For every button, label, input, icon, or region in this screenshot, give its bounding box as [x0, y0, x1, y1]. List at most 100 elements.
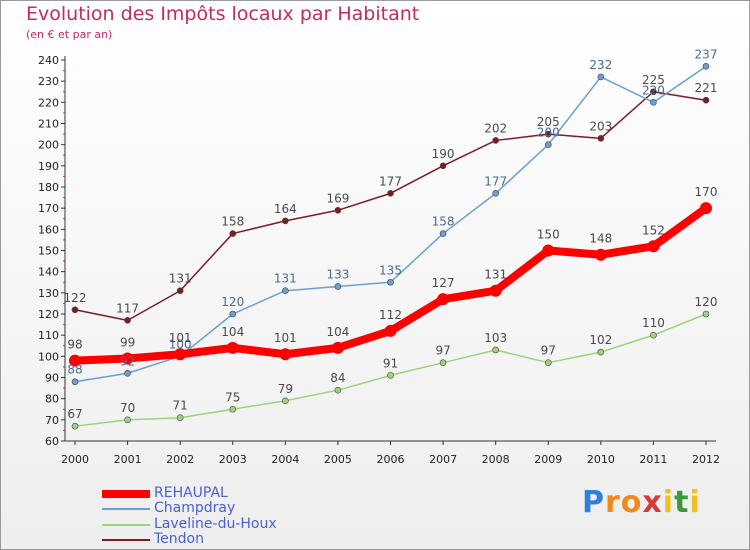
data-point-champdray — [387, 278, 394, 286]
x-tick-label: 2000 — [61, 453, 89, 466]
data-label-laveline-du-houx: 71 — [173, 399, 188, 413]
x-tick-label: 2006 — [377, 453, 405, 466]
data-point-laveline-du-houx — [650, 331, 657, 339]
data-label-laveline-du-houx: 102 — [589, 333, 612, 347]
data-label-champdray: 200 — [537, 126, 560, 140]
data-point-tendon — [387, 190, 394, 197]
legend-swatch-tendon — [102, 539, 150, 541]
data-label-laveline-du-houx: 84 — [330, 371, 345, 385]
data-point-champdray — [597, 73, 605, 81]
brand-letter: t — [674, 485, 690, 520]
data-label-rehaupal: 98 — [67, 338, 82, 352]
data-point-laveline-du-houx — [229, 405, 237, 413]
data-point-tendon — [650, 88, 657, 96]
data-point-tendon — [229, 230, 237, 237]
data-label-rehaupal: 170 — [695, 185, 718, 199]
data-label-laveline-du-houx: 97 — [541, 344, 556, 358]
data-label-tendon: 190 — [432, 147, 455, 161]
data-label-rehaupal: 131 — [484, 268, 507, 282]
y-tick-label: 230 — [38, 75, 59, 88]
brand-letter: x — [642, 485, 663, 520]
x-tick-label: 2002 — [166, 453, 194, 466]
data-label-rehaupal: 101 — [274, 331, 297, 345]
data-label-tendon: 131 — [169, 272, 192, 286]
legend-item-laveline-du-houx: Laveline-du-Houx — [102, 516, 362, 533]
data-label-tendon: 158 — [221, 215, 244, 229]
data-point-tendon — [334, 206, 342, 214]
y-tick-label: 60 — [45, 435, 59, 448]
data-label-rehaupal: 127 — [432, 276, 455, 290]
data-point-rehaupal — [331, 341, 344, 354]
y-tick-label: 170 — [38, 202, 59, 215]
data-point-laveline-du-houx — [334, 386, 342, 394]
data-label-laveline-du-houx: 91 — [383, 356, 398, 370]
y-tick-label: 200 — [38, 139, 59, 152]
brand-letter: o — [620, 485, 643, 520]
data-label-tendon: 203 — [589, 119, 612, 133]
y-tick-label: 70 — [45, 414, 59, 427]
data-point-rehaupal — [542, 244, 555, 257]
data-label-tendon: 117 — [116, 301, 139, 315]
brand-letter: i — [689, 485, 701, 520]
data-label-tendon: 122 — [64, 291, 87, 305]
data-point-champdray — [439, 230, 447, 237]
x-tick-label: 2010 — [587, 453, 615, 466]
x-tick-label: 2011 — [639, 453, 667, 466]
data-label-tendon: 164 — [274, 202, 297, 216]
data-point-tendon — [176, 287, 184, 295]
data-label-rehaupal: 101 — [169, 331, 192, 345]
brand-letter: r — [605, 485, 621, 520]
data-point-laveline-du-houx — [492, 346, 499, 354]
data-point-laveline-du-houx — [71, 422, 79, 430]
y-tick-label: 180 — [38, 181, 59, 194]
data-point-laveline-du-houx — [544, 359, 552, 366]
legend-item-tendon: Tendon — [102, 531, 362, 548]
data-label-champdray: 177 — [484, 174, 507, 188]
y-tick-label: 110 — [38, 329, 59, 342]
data-point-rehaupal — [700, 202, 712, 215]
y-tick-label: 100 — [38, 350, 59, 363]
data-label-laveline-du-houx: 70 — [120, 401, 135, 415]
data-point-champdray — [702, 63, 710, 70]
y-tick-label: 210 — [38, 118, 59, 131]
data-label-rehaupal: 104 — [326, 325, 349, 339]
x-tick-label: 2001 — [114, 453, 142, 466]
data-label-rehaupal: 148 — [589, 232, 612, 246]
legend-label-champdray: Champdray — [154, 500, 236, 516]
y-tick-label: 130 — [38, 287, 59, 300]
data-point-rehaupal — [647, 240, 660, 253]
data-point-laveline-du-houx — [439, 359, 447, 366]
legend-swatch-laveline-du-houx — [102, 524, 150, 526]
y-tick-label: 120 — [38, 308, 59, 321]
data-label-champdray: 135 — [379, 263, 402, 277]
x-tick-label: 2004 — [271, 453, 299, 466]
legend-label-laveline-du-houx: Laveline-du-Houx — [154, 516, 277, 532]
data-point-rehaupal — [437, 293, 450, 306]
y-tick-label: 190 — [38, 160, 59, 173]
data-point-laveline-du-houx — [282, 397, 289, 405]
data-label-champdray: 100 — [169, 337, 192, 351]
data-label-champdray: 133 — [326, 267, 349, 281]
data-label-champdray: 237 — [695, 47, 718, 61]
chart-subtitle: (en € et par an) — [26, 28, 113, 41]
data-label-rehaupal: 152 — [642, 223, 665, 237]
proxiti-logo: Proxiti — [582, 485, 701, 520]
data-label-rehaupal: 112 — [379, 308, 402, 322]
data-point-tendon — [492, 137, 499, 144]
x-tick-label: 2008 — [482, 453, 510, 466]
data-point-tendon — [71, 306, 79, 314]
legend-swatch-champdray — [102, 508, 150, 510]
data-point-rehaupal — [121, 352, 134, 365]
data-label-champdray: 120 — [221, 295, 244, 309]
data-label-tendon: 177 — [379, 174, 402, 188]
y-tick-label: 90 — [45, 372, 59, 385]
chart-title: Evolution des Impôts locaux par Habitant — [26, 3, 420, 25]
y-tick-label: 240 — [38, 54, 59, 67]
data-point-rehaupal — [69, 354, 81, 367]
data-label-laveline-du-houx: 67 — [67, 407, 82, 421]
x-tick-label: 2005 — [324, 453, 352, 466]
data-label-champdray: 158 — [432, 215, 455, 229]
x-tick-label: 2012 — [692, 453, 720, 466]
data-label-tendon: 202 — [484, 121, 507, 135]
